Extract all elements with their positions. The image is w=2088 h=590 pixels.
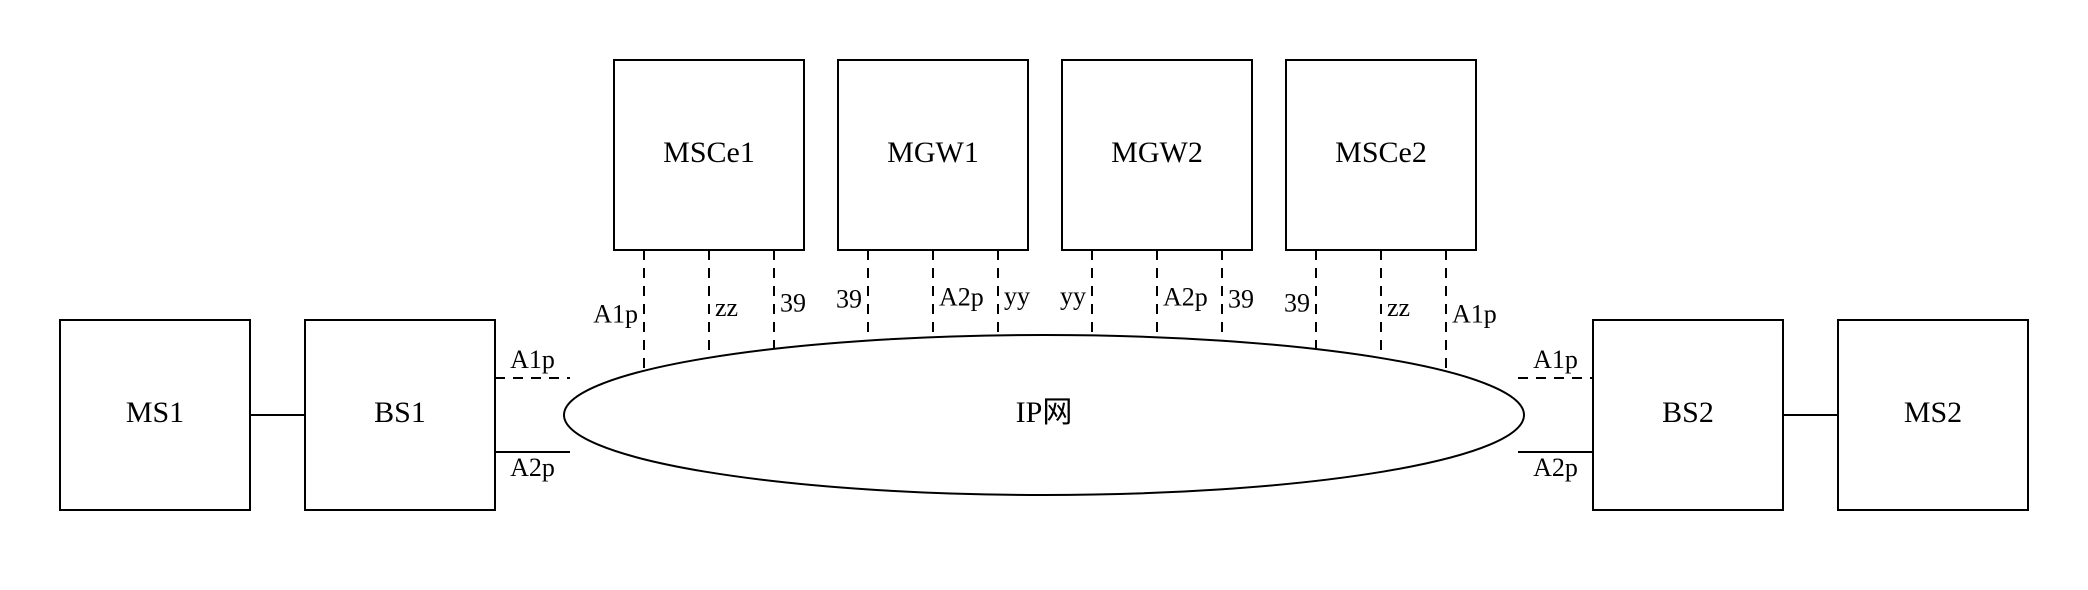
box-label-ms2: MS2 (1904, 396, 1962, 429)
box-label-mgw1: MGW1 (887, 136, 979, 169)
diagram-canvas: IP网 MS1 BS1 MSCe1 MGW1 MGW2 MSCe2 BS2 MS2 A1p zz 39… (0, 0, 2088, 590)
box-label-mgw2: MGW2 (1111, 136, 1203, 169)
box-label-msce1: MSCe1 (663, 136, 755, 169)
box-label-bs1: BS1 (374, 396, 426, 429)
vlink-label-mgw1-4: A2p (939, 283, 984, 312)
vlink-label-msce1-0: A1p (593, 299, 638, 328)
hlink-label-bs1-1: A2p (510, 453, 555, 482)
box-label-msce2: MSCe2 (1335, 136, 1427, 169)
vlink-label-msce1-1: zz (715, 293, 738, 322)
vlink-label-mgw2-6: yy (1060, 282, 1086, 311)
vlink-label-msce2-11: A1p (1452, 300, 1497, 329)
vlink-label-mgw1-3: 39 (836, 284, 862, 313)
vlink-label-msce2-9: 39 (1284, 289, 1310, 318)
vlink-label-msce2-10: zz (1387, 293, 1410, 322)
boxes (60, 60, 2028, 510)
vlink-label-mgw2-7: A2p (1163, 283, 1208, 312)
hlink-label-bs2-0: A1p (1533, 345, 1578, 374)
vlink-label-msce1-2: 39 (780, 288, 806, 317)
vlink-label-mgw2-8: 39 (1228, 284, 1254, 313)
vlink-label-mgw1-5: yy (1004, 282, 1030, 311)
hlink-label-bs1-0: A1p (510, 345, 555, 374)
box-label-bs2: BS2 (1662, 396, 1714, 429)
vertical-links (644, 250, 1446, 371)
hlink-label-bs2-1: A2p (1533, 453, 1578, 482)
ip-network-label: IP网 (1016, 396, 1073, 429)
box-label-ms1: MS1 (126, 396, 184, 429)
